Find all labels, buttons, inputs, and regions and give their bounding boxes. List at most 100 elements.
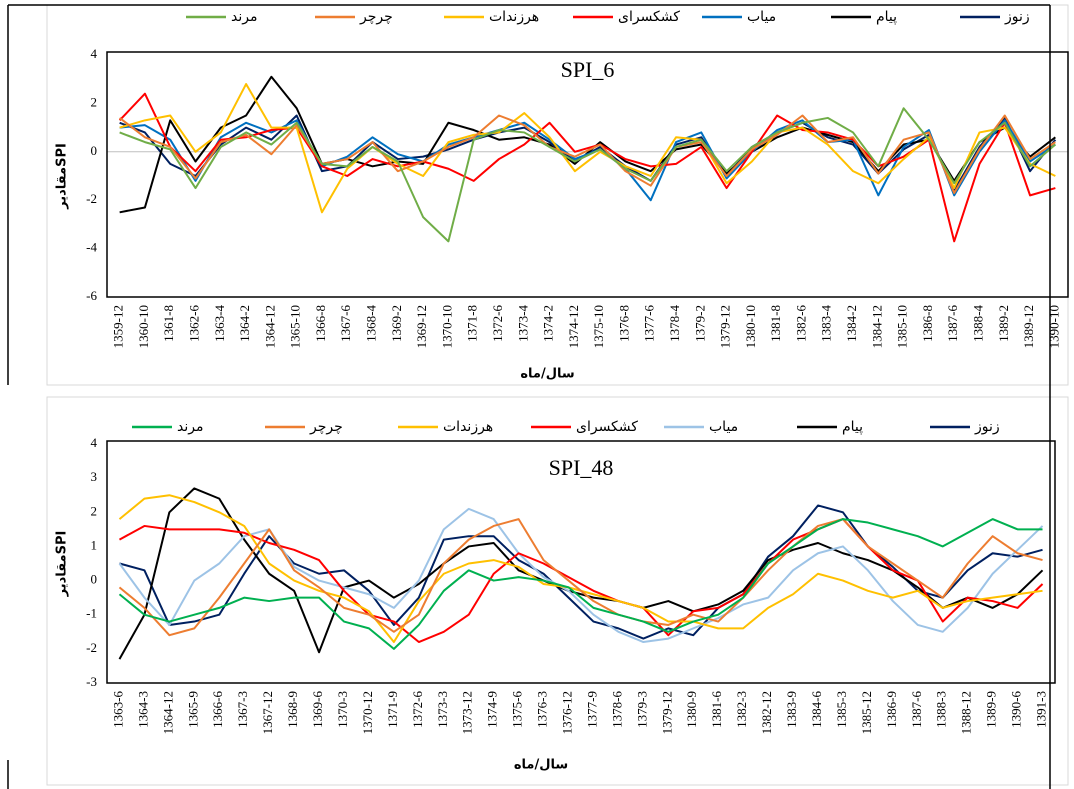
x-tick-label: 1387-6 <box>909 691 924 728</box>
x-tick-label: 1384-12 <box>869 305 884 348</box>
x-axis-label: سال/ماه <box>514 758 568 773</box>
series-line <box>118 518 1043 650</box>
legend-label: هرزندات <box>489 9 539 25</box>
x-tick-label: 1372-6 <box>490 305 505 342</box>
x-tick-label: 1389-2 <box>996 305 1011 342</box>
legend-label: کشکسرای <box>618 9 680 25</box>
x-tick-label: 1388-12 <box>959 691 974 734</box>
legend-label: میاب <box>709 419 738 435</box>
y-tick-label: -1 <box>86 606 97 621</box>
legend-label: میاب <box>747 9 776 25</box>
x-tick-label: 1373-3 <box>435 691 450 728</box>
series-line <box>119 504 1043 640</box>
y-tick-label: 2 <box>91 503 98 518</box>
x-axis-label: سال/ماه <box>520 367 574 382</box>
x-tick-label: 1365-9 <box>185 691 200 728</box>
x-tick-label: 1367-3 <box>235 691 250 728</box>
legend-label: مرند <box>231 9 257 25</box>
x-tick-label: 1378-6 <box>609 691 624 728</box>
chart-title: SPI_48 <box>549 455 614 480</box>
x-tick-label: 1377-6 <box>642 305 657 342</box>
x-tick-label: 1369-12 <box>414 305 429 348</box>
x-tick-label: 1389-12 <box>1021 305 1036 348</box>
x-tick-label: 1370-10 <box>439 305 454 348</box>
legend-label: چرچر <box>359 9 393 25</box>
x-tick-label: 1380-9 <box>684 691 699 728</box>
x-tick-label: 1390-10 <box>1046 305 1061 348</box>
x-tick-label: 1381-8 <box>768 305 783 342</box>
series-line <box>118 487 1044 660</box>
panel-frame <box>46 396 1069 786</box>
panel: زنوز پیام میاب کشکسرای هرزندات چرچر مرند -6 -4 -2… <box>55 9 1069 382</box>
x-tick-label: 1363-4 <box>212 305 227 342</box>
x-tick-label: 1372-6 <box>410 691 425 728</box>
x-tick-label: 1379-2 <box>692 305 707 342</box>
panel-frame <box>46 4 1069 386</box>
y-tick-label: 4 <box>91 46 98 61</box>
x-tick-label: 1359-12 <box>111 305 126 348</box>
x-tick-label: 1385-3 <box>834 691 849 728</box>
x-tick-label: 1391-3 <box>1034 691 1049 728</box>
x-tick-label: 1368-9 <box>285 691 300 728</box>
x-tick-label: 1384-6 <box>809 691 824 728</box>
x-tick-label: 1386-9 <box>884 691 899 728</box>
legend-label: چرچر <box>309 419 343 435</box>
x-tick-label: 1374-9 <box>485 691 500 728</box>
y-tick-label: -6 <box>86 288 97 303</box>
x-tick-label: 1371-8 <box>465 305 480 342</box>
x-tick-label: 1365-10 <box>288 305 303 348</box>
x-tick-label: 1371-9 <box>385 691 400 728</box>
x-tick-label: 1379-3 <box>634 691 649 728</box>
y-tick-label: -2 <box>86 640 97 655</box>
x-tick-label: 1388-4 <box>970 305 985 342</box>
x-tick-label: 1364-3 <box>135 691 150 728</box>
x-tick-label: 1367-12 <box>260 691 275 734</box>
x-tick-label: 1361-8 <box>161 305 176 342</box>
y-tick-label: 0 <box>91 572 98 587</box>
x-tick-label: 1381-6 <box>709 691 724 728</box>
x-tick-label: 1373-4 <box>515 305 530 342</box>
x-tick-label: 1376-12 <box>560 691 575 734</box>
series-line <box>118 518 1044 644</box>
y-axis-label: مقادیرSPI <box>55 531 70 598</box>
chart-title: SPI_6 <box>561 57 615 82</box>
x-tick-label: 1380-10 <box>743 305 758 348</box>
y-tick-label: -3 <box>86 674 97 689</box>
x-tick-label: 1373-12 <box>460 691 475 734</box>
series-line <box>119 75 1056 214</box>
x-tick-label: 1385-10 <box>895 305 910 348</box>
x-tick-label: 1363-6 <box>110 691 125 728</box>
x-tick-label: 1390-6 <box>1009 691 1024 728</box>
y-tick-label: 0 <box>91 143 98 158</box>
x-tick-label: 1378-4 <box>667 305 682 342</box>
y-tick-label: 4 <box>91 435 98 450</box>
x-tick-label: 1384-2 <box>844 305 859 342</box>
x-tick-label: 1364-2 <box>237 305 252 342</box>
x-tick-label: 1382-3 <box>734 691 749 728</box>
x-tick-label: 1360-10 <box>136 305 151 348</box>
legend-label: هرزندات <box>443 419 493 435</box>
x-tick-label: 1369-2 <box>389 305 404 342</box>
y-tick-label: -4 <box>86 240 97 255</box>
legend-label: پیام <box>876 9 897 25</box>
x-tick-label: 1387-6 <box>945 305 960 342</box>
y-axis-label: مقادیرSPI <box>55 143 70 210</box>
x-tick-label: 1368-4 <box>364 305 379 342</box>
y-tick-label: 2 <box>91 94 98 109</box>
x-tick-label: 1375-6 <box>510 691 525 728</box>
series-line <box>119 107 1057 243</box>
x-tick-label: 1377-9 <box>584 691 599 728</box>
x-tick-label: 1388-3 <box>934 691 949 728</box>
plot-frame <box>106 440 1056 684</box>
x-tick-label: 1367-6 <box>338 305 353 342</box>
x-tick-label: 1382-6 <box>793 305 808 342</box>
plot-frame <box>106 51 1069 298</box>
x-tick-label: 1375-10 <box>591 305 606 348</box>
x-tick-label: 1374-12 <box>566 305 581 348</box>
legend-label: زنوز <box>974 419 1000 435</box>
x-tick-label: 1379-12 <box>718 305 733 348</box>
series-line <box>119 114 1056 194</box>
x-tick-label: 1366-8 <box>313 305 328 342</box>
